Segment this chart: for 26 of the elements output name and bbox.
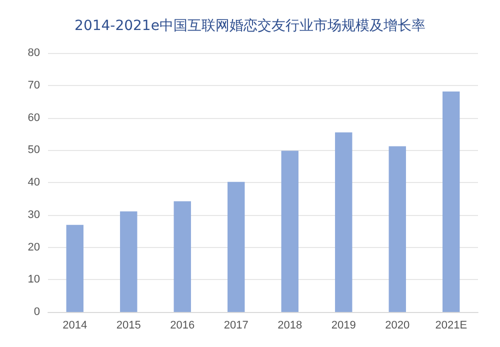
y-tick-label: 40: [28, 176, 40, 188]
y-tick-label: 20: [28, 241, 40, 254]
y-tick-label: 50: [28, 144, 40, 156]
x-tick-label: 2020: [385, 320, 410, 332]
y-tick-label: 60: [28, 112, 40, 124]
bar: [442, 92, 460, 312]
chart-title: 2014-2021e中国互联网婚恋交友行业市场规模及增长率: [74, 18, 426, 34]
x-tick-label: 2015: [116, 320, 141, 332]
bar: [228, 182, 245, 312]
y-tick-label: 10: [28, 274, 40, 286]
y-tick-label: 80: [28, 47, 40, 59]
x-tick-label: 2019: [331, 320, 356, 332]
bar: [66, 224, 84, 312]
x-tick-label: 2014: [62, 320, 88, 332]
y-tick-label: 70: [28, 79, 40, 92]
x-tick-label: 2016: [170, 320, 195, 332]
x-tick-label: 2021E: [435, 320, 468, 332]
bar: [335, 132, 352, 312]
bar: [281, 150, 298, 312]
y-tick-label: 0: [34, 306, 40, 318]
bar: [174, 201, 191, 312]
y-tick-label: 30: [28, 208, 40, 221]
x-tick-label: 2017: [224, 320, 248, 332]
bar: [120, 211, 138, 312]
bar: [388, 146, 406, 312]
x-tick-label: 2018: [278, 320, 302, 332]
